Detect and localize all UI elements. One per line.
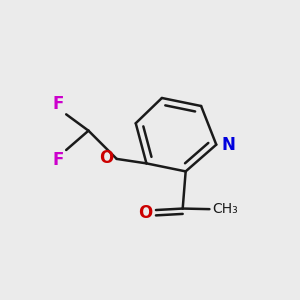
Text: O: O xyxy=(100,149,114,167)
Text: N: N xyxy=(222,136,236,154)
Text: F: F xyxy=(52,152,64,169)
Text: O: O xyxy=(138,204,152,222)
Text: F: F xyxy=(52,95,64,113)
Text: CH₃: CH₃ xyxy=(212,202,238,216)
